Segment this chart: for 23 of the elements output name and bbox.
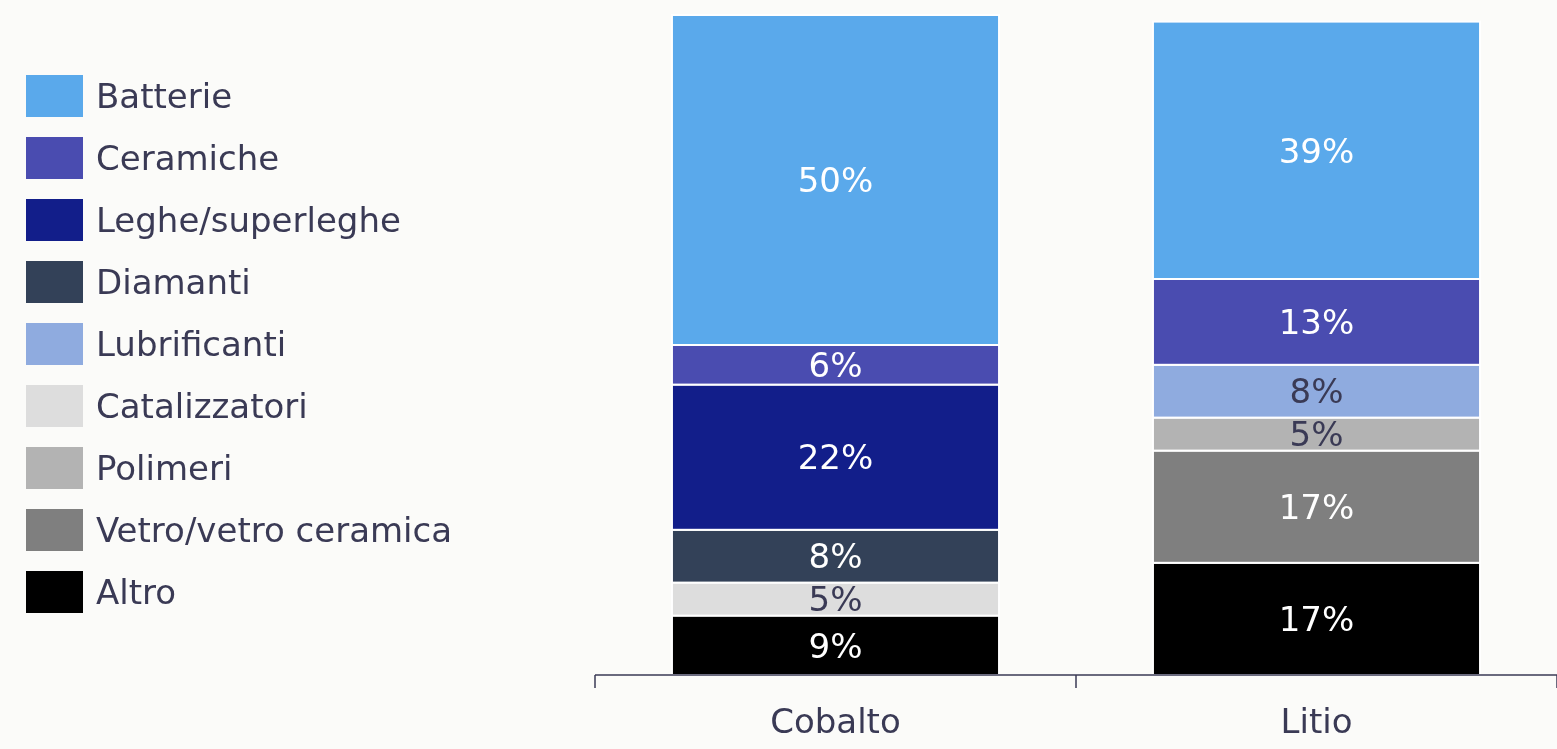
data-label: 13% bbox=[1278, 302, 1355, 343]
data-label: 5% bbox=[1289, 414, 1344, 455]
data-label: 8% bbox=[1289, 371, 1344, 412]
legend-label: Polimeri bbox=[96, 448, 233, 489]
data-label: 8% bbox=[808, 536, 863, 577]
x-tick-label: Cobalto bbox=[770, 701, 901, 741]
legend-label: Catalizzatori bbox=[96, 386, 308, 427]
legend-label: Diamanti bbox=[96, 262, 251, 303]
data-label: 9% bbox=[808, 625, 863, 666]
legend-label: Leghe/superleghe bbox=[96, 200, 401, 241]
data-label: 22% bbox=[797, 437, 874, 478]
legend-label: Batterie bbox=[96, 76, 233, 117]
data-label: 17% bbox=[1278, 599, 1355, 640]
data-label: 50% bbox=[797, 160, 874, 201]
data-label: 6% bbox=[808, 345, 863, 386]
data-label: 39% bbox=[1278, 130, 1355, 171]
legend-label: Altro bbox=[96, 572, 177, 613]
data-label: 17% bbox=[1278, 486, 1355, 527]
legend-label: Lubrificanti bbox=[96, 324, 287, 365]
legend-label: Vetro/vetro ceramica bbox=[96, 510, 453, 551]
legend-label: Ceramiche bbox=[96, 138, 280, 179]
x-tick-label: Litio bbox=[1280, 701, 1353, 741]
data-label: 5% bbox=[808, 579, 863, 620]
